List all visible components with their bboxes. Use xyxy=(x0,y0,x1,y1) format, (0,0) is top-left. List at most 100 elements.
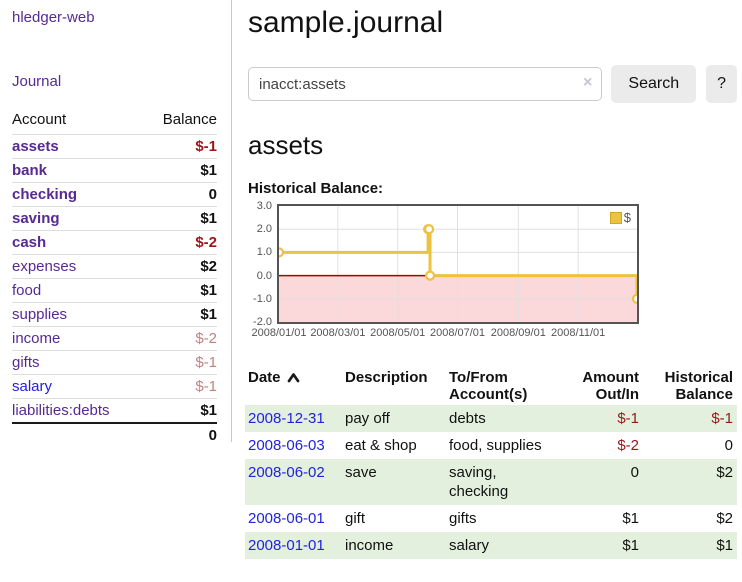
account-link[interactable]: checking xyxy=(12,186,78,203)
account-link[interactable]: bank xyxy=(12,162,48,179)
account-name-cell: salary xyxy=(12,374,144,399)
account-name-cell: saving xyxy=(12,206,144,231)
register-row: 2008-06-01 gift gifts $1 $2 xyxy=(245,505,737,532)
account-name-cell: income xyxy=(12,326,144,351)
accounts-cell: food, supplies xyxy=(449,437,542,454)
historical-balance-chart: $3.0 2.0 1.0 0.0 -1.0 -2.0 2008/01/01 2008/03/0… xyxy=(248,199,737,345)
register-row: 2008-01-01 income salary $1 $1 xyxy=(245,532,737,559)
accounts-header-row: Account Balance xyxy=(12,108,217,135)
description-cell: gift xyxy=(345,510,366,527)
transaction-date-link[interactable]: 2008-06-01 xyxy=(248,510,325,527)
y-axis-tick-label: 1.0 xyxy=(256,246,272,259)
register-col-date[interactable]: Date xyxy=(245,367,342,405)
historical-balance-cell: $-1 xyxy=(711,410,733,427)
account-link[interactable]: gifts xyxy=(12,354,40,371)
account-name-cell: liabilities:debts xyxy=(12,398,144,424)
nav-journal-link[interactable]: Journal xyxy=(12,73,62,90)
app-brand[interactable]: hledger-web xyxy=(12,9,95,26)
register-row: 2008-06-02 save saving, checking 0 $2 xyxy=(245,459,737,505)
sidebar-nav: Journal xyxy=(12,73,231,91)
account-heading: assets xyxy=(248,130,324,160)
date-cell: 2008-12-31 xyxy=(245,405,342,432)
y-axis-tick-label: 3.0 xyxy=(256,200,272,212)
account-balance: $1 xyxy=(143,158,217,183)
x-axis-tick-label: 2008/11/01 xyxy=(551,327,606,339)
description-cell: eat & shop xyxy=(345,437,417,454)
account-row: expenses $2 xyxy=(12,254,217,279)
search-input[interactable] xyxy=(248,67,603,101)
account-name-cell: assets xyxy=(12,134,144,159)
account-row: saving $1 xyxy=(12,206,217,231)
amount-cell: 0 xyxy=(630,464,639,481)
accounts-total-row: 0 xyxy=(12,423,217,447)
account-balance: $1 xyxy=(143,398,217,424)
description-cell: income xyxy=(345,537,394,554)
account-link[interactable]: saving xyxy=(12,210,60,227)
account-name-cell: checking xyxy=(12,182,144,207)
description-cell: pay off xyxy=(345,410,390,427)
account-row: bank $1 xyxy=(12,158,217,183)
accounts-table: Account Balance assets $-1 bank $1 checking 0… xyxy=(12,108,217,447)
legend-label: $ xyxy=(623,210,631,225)
x-axis-tick-label: 2008/09/01 xyxy=(490,327,546,339)
account-link[interactable]: income xyxy=(12,330,61,347)
account-balance: $1 xyxy=(143,206,217,231)
date-cell: 2008-06-02 xyxy=(245,459,342,505)
accounts-cell: debts xyxy=(449,410,486,427)
register-col-description: Description xyxy=(345,369,428,386)
transaction-date-link[interactable]: 2008-06-02 xyxy=(248,464,325,481)
historical-balance-cell: 0 xyxy=(724,437,733,454)
account-balance: $-2 xyxy=(143,230,217,255)
account-row: salary $-1 xyxy=(12,374,217,399)
account-row: income $-2 xyxy=(12,326,217,351)
description-cell: save xyxy=(345,464,377,481)
account-balance: 0 xyxy=(143,182,217,207)
historical-balance-cell: $1 xyxy=(716,537,733,554)
search-input-wrap: × xyxy=(248,67,603,101)
help-button[interactable]: ? xyxy=(706,65,737,103)
sort-asc-icon xyxy=(287,373,299,383)
account-balance: $-1 xyxy=(143,134,217,159)
account-row: gifts $-1 xyxy=(12,350,217,375)
page-title: sample.journal xyxy=(248,6,444,39)
accounts-col-balance: Balance xyxy=(143,108,217,135)
account-link[interactable]: liabilities:debts xyxy=(12,402,110,419)
account-link[interactable]: expenses xyxy=(12,258,77,275)
clear-search-icon[interactable]: × xyxy=(583,74,593,91)
account-balance: $-1 xyxy=(143,374,217,399)
accounts-cell: gifts xyxy=(449,510,477,527)
account-name-cell: cash xyxy=(12,230,144,255)
x-axis-tick-label: 2008/05/01 xyxy=(370,327,426,339)
account-row: liabilities:debts $1 xyxy=(12,398,217,424)
transaction-date-link[interactable]: 2008-12-31 xyxy=(248,410,325,427)
account-balance: $1 xyxy=(143,278,217,303)
account-name-cell: gifts xyxy=(12,350,144,375)
chart-legend: $ xyxy=(607,209,633,226)
historical-balance-cell: $2 xyxy=(716,464,733,481)
y-axis-tick-label: 2.0 xyxy=(256,223,272,236)
search-form: × Search ? xyxy=(248,65,737,103)
account-balance: $-2 xyxy=(143,326,217,351)
accounts-cell: saving, checking xyxy=(449,464,509,500)
search-button[interactable]: Search xyxy=(611,65,697,103)
transaction-date-link[interactable]: 2008-01-01 xyxy=(248,537,325,554)
register-row: 2008-06-03 eat & shop food, supplies $-2 0 xyxy=(245,432,737,459)
account-link[interactable]: supplies xyxy=(12,306,68,323)
account-link[interactable]: assets xyxy=(12,138,59,155)
account-link[interactable]: food xyxy=(12,282,42,299)
historical-balance-cell: $2 xyxy=(716,510,733,527)
account-name-cell: expenses xyxy=(12,254,144,279)
register-col-historical-balance: Historical Balance xyxy=(664,369,733,403)
register-col-to-from-account-s: To/From Account(s) xyxy=(449,369,528,403)
register-header-row: Date Description To/From Account(s) Amount … xyxy=(245,367,737,405)
account-link[interactable]: salary xyxy=(12,378,53,395)
account-balance: $2 xyxy=(143,254,217,279)
account-row: supplies $1 xyxy=(12,302,217,327)
amount-cell: $-1 xyxy=(617,410,639,427)
transaction-date-link[interactable]: 2008-06-03 xyxy=(248,437,325,454)
accounts-col-account: Account xyxy=(12,108,144,135)
account-link[interactable]: cash xyxy=(12,234,47,251)
account-row: food $1 xyxy=(12,278,217,303)
y-axis-tick-label: 0.0 xyxy=(256,269,272,282)
account-row: cash $-2 xyxy=(12,230,217,255)
